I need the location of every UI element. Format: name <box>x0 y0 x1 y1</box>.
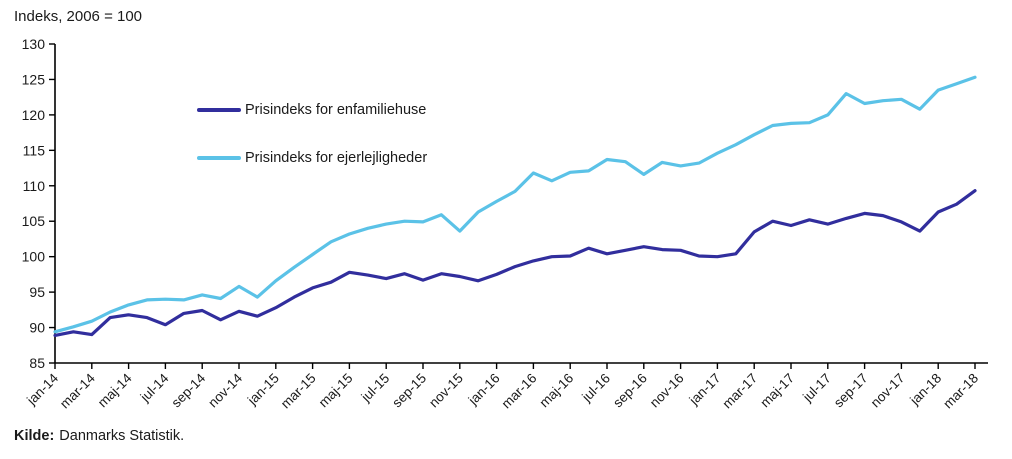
line-enfamiliehuse <box>53 189 977 337</box>
x-tick-label: jan-18 <box>906 371 944 409</box>
legend-line-swatch-enfamiliehuse <box>197 108 241 112</box>
x-tick-label: sep-17 <box>831 371 871 411</box>
y-tick-label: 120 <box>22 107 46 123</box>
chart-unit-label: Indeks, 2006 = 100 <box>14 8 143 25</box>
x-tick-label: jul-16 <box>578 371 613 406</box>
legend-label-ejerlejligheder: Prisindeks for ejerlejligheder <box>245 150 428 166</box>
x-tick-label: mar-18 <box>940 371 981 412</box>
legend-item-ejerlejligheder: Prisindeks for ejerlejligheder <box>197 150 427 166</box>
source-note: Kilde: Danmarks Statistik. <box>14 428 184 444</box>
x-tick-label: maj-16 <box>537 371 577 411</box>
y-tick-label: 110 <box>23 178 46 194</box>
x-tick-label: nov-16 <box>647 371 687 411</box>
x-tick-label: nov-15 <box>426 371 466 411</box>
x-tick-label: maj-14 <box>95 370 135 410</box>
x-tick-label: jan-17 <box>686 371 724 409</box>
y-tick-label: 130 <box>22 36 46 52</box>
legend-label-enfamiliehuse: Prisindeks for enfamiliehuse <box>245 102 427 118</box>
source-text: Danmarks Statistik. <box>59 428 185 444</box>
x-tick-label: nov-14 <box>205 370 245 410</box>
legend-line-swatch-ejerlejligheder <box>197 156 241 160</box>
y-tick-label: 115 <box>23 142 46 158</box>
x-tick-label: maj-17 <box>757 371 797 411</box>
x-tick-label: mar-16 <box>499 371 540 412</box>
x-tick-label: sep-16 <box>610 371 650 411</box>
x-tick-label: mar-17 <box>719 371 760 412</box>
x-tick-label: jan-14 <box>23 370 61 408</box>
x-tick-label: jan-15 <box>244 371 282 409</box>
y-tick-label: 85 <box>29 355 45 371</box>
x-tick-label: mar-15 <box>278 371 319 412</box>
legend-item-enfamiliehuse: Prisindeks for enfamiliehuse <box>197 102 426 118</box>
x-tick-label: mar-14 <box>57 370 98 411</box>
x-tick-label: jan-16 <box>465 371 503 409</box>
x-tick-label: jul-17 <box>799 371 834 406</box>
y-tick-label: 95 <box>29 284 45 300</box>
y-tick-label: 105 <box>22 213 46 229</box>
y-tick-label: 90 <box>29 320 45 336</box>
x-tick-label: jul-14 <box>137 370 172 405</box>
x-tick-label: nov-17 <box>868 371 908 411</box>
line-ejerlejligheder <box>53 75 977 334</box>
source-prefix: Kilde: <box>14 428 55 444</box>
x-tick-label: jul-15 <box>358 371 393 406</box>
x-tick-label: sep-15 <box>389 371 429 411</box>
x-tick-label: sep-14 <box>169 370 209 410</box>
x-tick-label: maj-15 <box>316 371 356 411</box>
y-tick-label: 125 <box>22 71 46 87</box>
y-tick-label: 100 <box>22 249 46 265</box>
